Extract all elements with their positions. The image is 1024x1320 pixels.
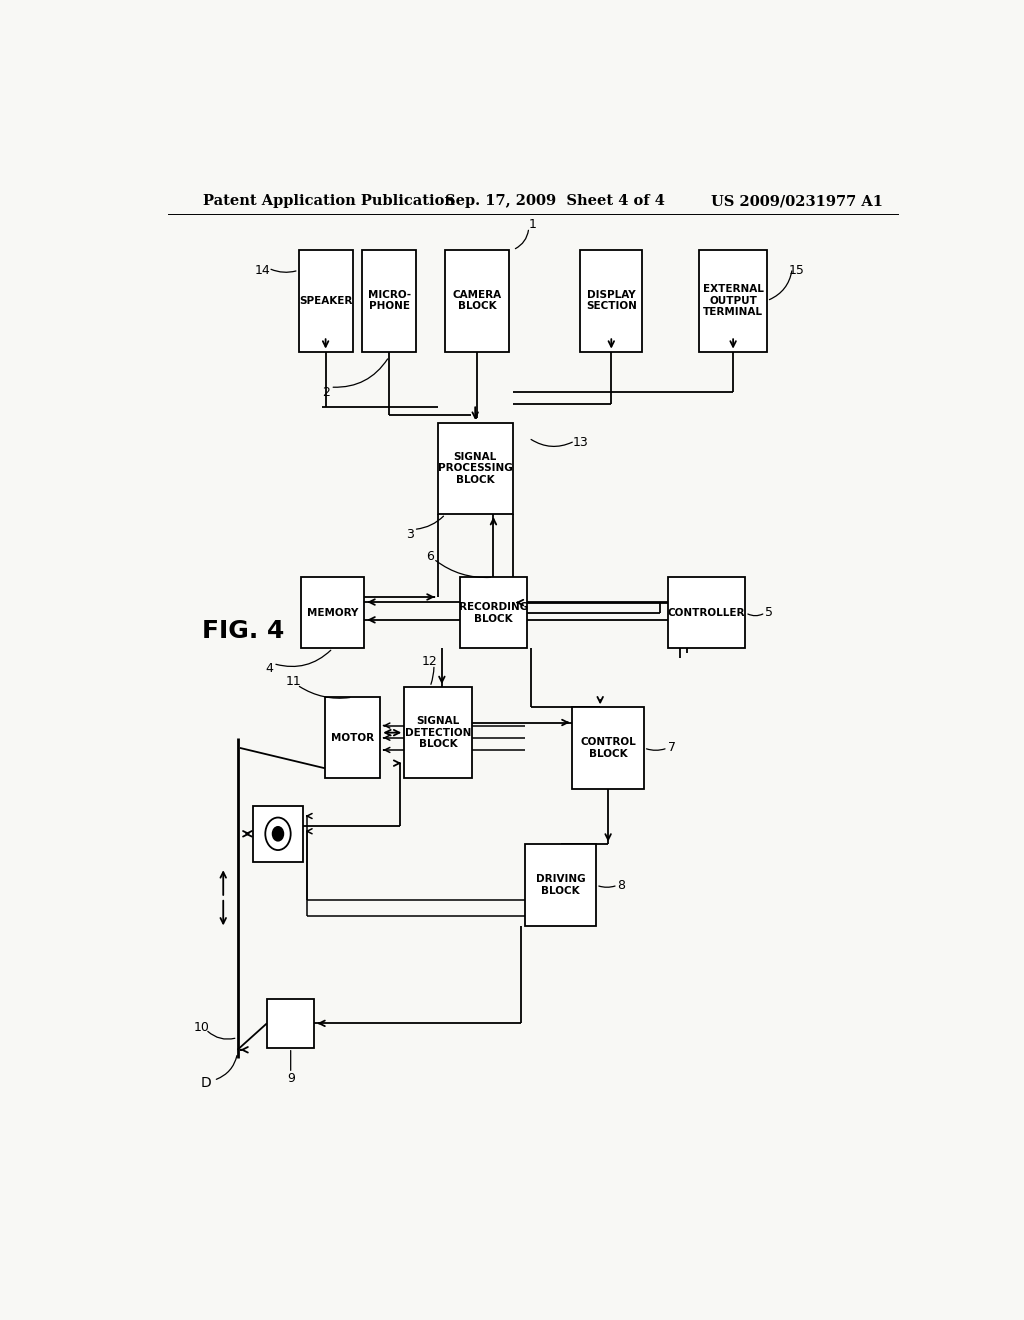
Text: 5: 5: [765, 606, 773, 619]
Text: SPEAKER: SPEAKER: [299, 296, 352, 306]
Text: 15: 15: [790, 264, 805, 277]
FancyBboxPatch shape: [437, 422, 513, 515]
Text: D: D: [201, 1076, 211, 1090]
Text: 9: 9: [287, 1072, 295, 1085]
FancyBboxPatch shape: [267, 999, 314, 1048]
Text: US 2009/0231977 A1: US 2009/0231977 A1: [712, 194, 884, 209]
Text: MOTOR: MOTOR: [331, 733, 374, 743]
Text: 13: 13: [572, 437, 588, 450]
Circle shape: [272, 826, 284, 841]
FancyBboxPatch shape: [445, 249, 509, 351]
FancyBboxPatch shape: [299, 249, 352, 351]
Text: MEMORY: MEMORY: [307, 607, 358, 618]
Text: CONTROL
BLOCK: CONTROL BLOCK: [581, 737, 636, 759]
FancyBboxPatch shape: [668, 577, 745, 648]
Text: SIGNAL
PROCESSING
BLOCK: SIGNAL PROCESSING BLOCK: [438, 451, 513, 484]
Text: 1: 1: [528, 218, 537, 231]
Text: EXTERNAL
OUTPUT
TERMINAL: EXTERNAL OUTPUT TERMINAL: [702, 284, 764, 317]
Text: FIG. 4: FIG. 4: [202, 619, 285, 643]
Text: CONTROLLER: CONTROLLER: [668, 607, 745, 618]
Text: DRIVING
BLOCK: DRIVING BLOCK: [536, 874, 586, 896]
Text: 11: 11: [286, 676, 301, 688]
FancyBboxPatch shape: [253, 805, 303, 862]
Text: SIGNAL
DETECTION
BLOCK: SIGNAL DETECTION BLOCK: [404, 715, 471, 750]
Text: 14: 14: [255, 264, 270, 277]
FancyBboxPatch shape: [301, 577, 365, 648]
Text: 6: 6: [426, 550, 433, 564]
FancyBboxPatch shape: [699, 249, 767, 351]
Text: Patent Application Publication: Patent Application Publication: [204, 194, 456, 209]
Text: 7: 7: [668, 742, 676, 755]
Text: Sep. 17, 2009  Sheet 4 of 4: Sep. 17, 2009 Sheet 4 of 4: [445, 194, 666, 209]
Text: 2: 2: [323, 385, 331, 399]
Text: 4: 4: [265, 663, 273, 675]
Text: 10: 10: [194, 1020, 210, 1034]
Text: 8: 8: [617, 879, 626, 891]
Text: RECORDING
BLOCK: RECORDING BLOCK: [459, 602, 528, 623]
FancyBboxPatch shape: [524, 845, 596, 925]
Text: DISPLAY
SECTION: DISPLAY SECTION: [586, 290, 637, 312]
FancyBboxPatch shape: [362, 249, 416, 351]
FancyBboxPatch shape: [460, 577, 527, 648]
FancyBboxPatch shape: [572, 708, 644, 788]
Text: CAMERA
BLOCK: CAMERA BLOCK: [453, 290, 502, 312]
FancyBboxPatch shape: [325, 697, 380, 779]
Text: 3: 3: [406, 528, 414, 541]
FancyBboxPatch shape: [581, 249, 642, 351]
FancyBboxPatch shape: [404, 686, 472, 779]
Text: MICRO-
PHONE: MICRO- PHONE: [368, 290, 411, 312]
Text: 12: 12: [422, 655, 438, 668]
